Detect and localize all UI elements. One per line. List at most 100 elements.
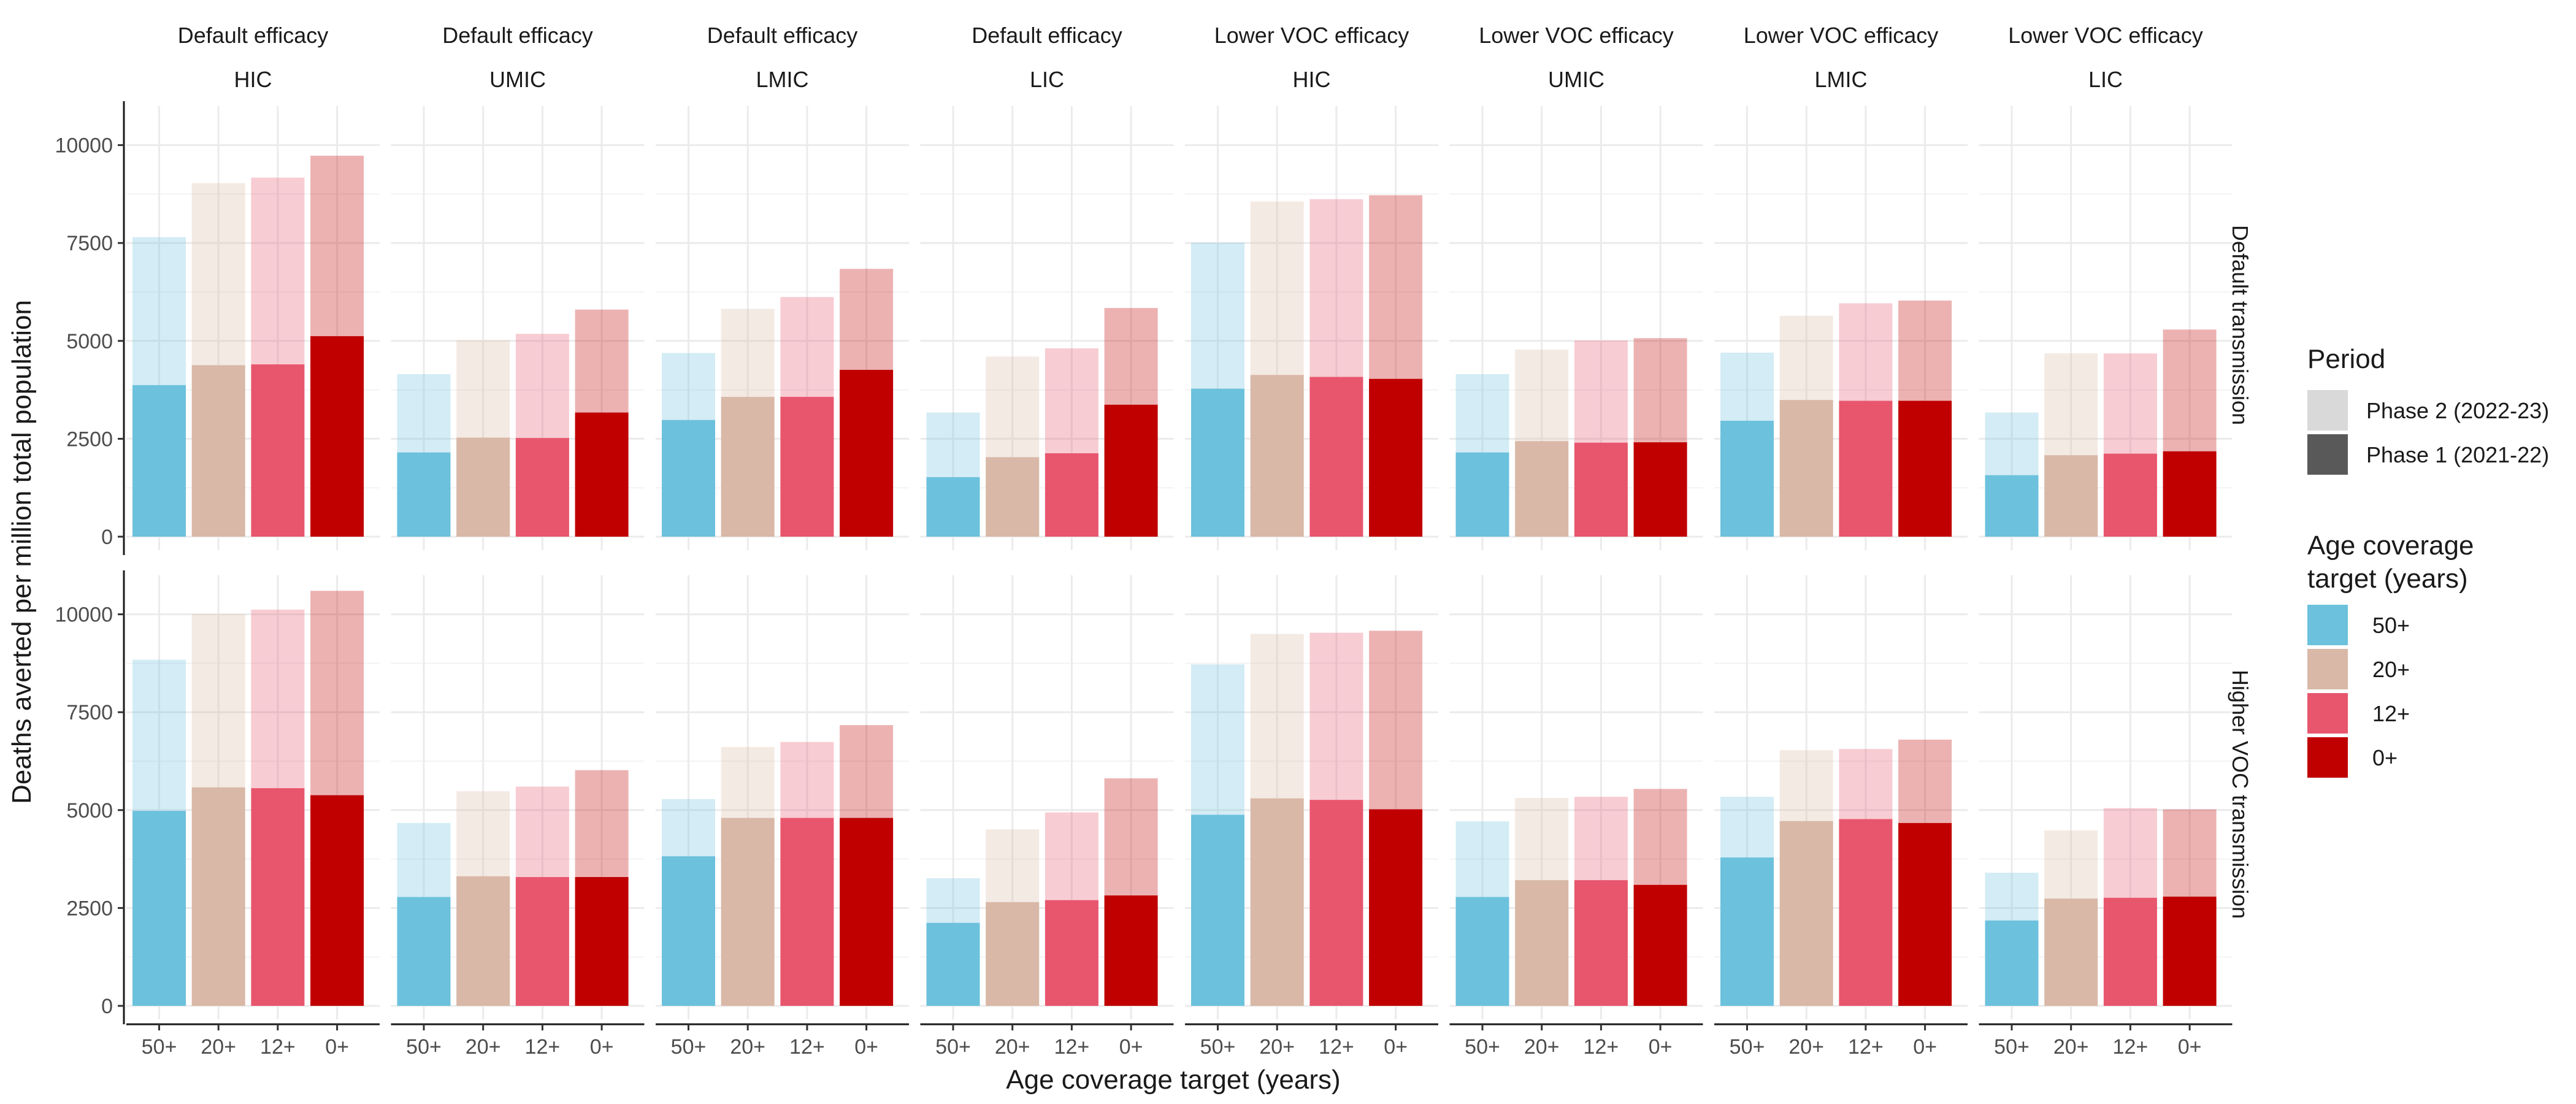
bar-phase1 — [1515, 880, 1569, 1006]
bar-phase1 — [2103, 453, 2157, 537]
facet-panel: 50+ 20+ 12+ 0+ — [656, 575, 909, 1059]
bar-phase1 — [1250, 798, 1304, 1006]
facet-income-label: HIC — [1293, 67, 1331, 92]
bar-phase1 — [662, 420, 715, 537]
bar-phase1 — [1779, 821, 1833, 1006]
bar-phase1 — [1985, 920, 2039, 1006]
bar-phase1 — [1574, 880, 1628, 1006]
bar-phase1 — [1369, 378, 1423, 537]
bar-phase1 — [397, 452, 451, 537]
bar-phase1 — [456, 437, 510, 537]
bar-phase1 — [575, 876, 629, 1006]
bar-phase1 — [780, 397, 834, 537]
bar-phase1 — [840, 818, 894, 1006]
facet-income-label: LMIC — [756, 67, 808, 92]
x-tick-label: 50+ — [1730, 1035, 1765, 1059]
legend-period-label: Phase 2 (2022-23) — [2366, 398, 2549, 423]
bar-phase1 — [1191, 388, 1244, 537]
x-tick-label: 12+ — [1584, 1035, 1619, 1059]
bar-phase1 — [1720, 857, 1774, 1006]
legend-age-label: 50+ — [2372, 613, 2410, 638]
x-tick-label: 0+ — [2178, 1035, 2202, 1059]
legend-age-swatch — [2307, 649, 2348, 689]
y-axis-title: Deaths averted per million total populat… — [7, 300, 37, 804]
x-tick-label: 20+ — [466, 1035, 501, 1059]
x-tick-label: 50+ — [142, 1035, 177, 1059]
facet-panel — [391, 105, 645, 550]
facet-panel — [920, 105, 1174, 550]
bar-phase1 — [1455, 897, 1509, 1006]
bar-phase1 — [1515, 441, 1569, 537]
bar-phase1 — [1633, 442, 1687, 537]
facet-efficacy-label: Default efficacy — [178, 23, 328, 48]
x-tick-label: 12+ — [2113, 1035, 2149, 1059]
bar-phase1 — [1045, 900, 1098, 1006]
x-tick-label: 50+ — [406, 1035, 442, 1059]
legend-period-label: Phase 1 (2021-22) — [2366, 442, 2549, 467]
y-tick-label: 5000 — [66, 330, 113, 353]
bar-phase1 — [515, 438, 569, 537]
facet-efficacy-label: Default efficacy — [442, 23, 592, 48]
legend-age-swatch — [2307, 737, 2348, 778]
bar-phase1 — [721, 818, 775, 1006]
facet-efficacy-label: Lower VOC efficacy — [1214, 23, 1409, 48]
facet-row-label: Higher VOC transmission — [2228, 670, 2253, 919]
x-tick-label: 0+ — [325, 1035, 349, 1059]
facet-panel: 50+ 20+ 12+ 0+ — [391, 575, 645, 1059]
x-tick-label: 0+ — [1384, 1035, 1408, 1059]
facet-income-label: LIC — [2088, 67, 2123, 92]
facet-efficacy-label: Lower VOC efficacy — [1744, 23, 1938, 48]
bar-phase1 — [1309, 377, 1363, 537]
legend-period-swatch — [2307, 390, 2348, 431]
facet-efficacy-label: Default efficacy — [707, 23, 857, 48]
bar-phase1 — [721, 397, 775, 537]
bar-phase1 — [986, 457, 1040, 537]
facet-panel: 50+ 20+ 12+ 0+ — [1714, 575, 1968, 1059]
bar-phase1 — [191, 365, 245, 537]
x-tick-label: 20+ — [1524, 1035, 1560, 1059]
bar-phase1 — [1104, 404, 1158, 537]
x-tick-label: 20+ — [1788, 1035, 1824, 1059]
bar-phase1 — [1985, 475, 2039, 537]
bar-phase1 — [1633, 884, 1687, 1006]
bar-phase1 — [1455, 452, 1509, 537]
bar-phase1 — [926, 922, 980, 1006]
x-axis-title: Age coverage target (years) — [1006, 1065, 1340, 1095]
facet-income-label: HIC — [234, 67, 272, 92]
bar-phase1 — [310, 336, 364, 537]
x-tick-label: 12+ — [789, 1035, 825, 1059]
facet-panel — [1449, 105, 1703, 550]
bar-phase1 — [1898, 822, 1952, 1006]
bar-phase1 — [1191, 815, 1244, 1006]
legend: Period Phase 2 (2022-23) Phase 1 (2021-22)… — [2307, 344, 2549, 778]
y-tick-label: 2500 — [66, 427, 113, 451]
facet-panel: 50+ 20+ 12+ 0+ — [920, 575, 1174, 1059]
bar-phase1 — [1839, 401, 1893, 537]
bar-phase1 — [132, 385, 186, 537]
facet-panel — [1979, 105, 2233, 550]
facet-panel: 50+ 20+ 12+ 0+ — [1979, 575, 2233, 1059]
x-tick-label: 50+ — [671, 1035, 707, 1059]
y-tick-label: 0 — [101, 526, 113, 549]
bar-phase1 — [456, 876, 510, 1006]
bar-phase1 — [1045, 453, 1098, 537]
facet-income-label: UMIC — [1548, 67, 1604, 92]
facet-panel: 50+ 20+ 12+ 0+ — [126, 575, 380, 1059]
bar-phase1 — [2163, 451, 2217, 537]
y-tick-label: 7500 — [66, 701, 113, 724]
legend-age-title: Age coverage — [2307, 531, 2474, 561]
facet-panel: 50+ 20+ 12+ 0+ — [1185, 575, 1438, 1059]
bar-phase1 — [575, 412, 629, 537]
bar-phase1 — [1309, 800, 1363, 1006]
facet-efficacy-label: Lower VOC efficacy — [2008, 23, 2202, 48]
bar-phase1 — [2163, 896, 2217, 1006]
x-tick-label: 50+ — [935, 1035, 971, 1059]
facet-income-label: LIC — [1030, 67, 1064, 92]
bar-phase1 — [132, 811, 186, 1006]
bar-phase1 — [1898, 401, 1952, 537]
y-tick-label: 10000 — [55, 604, 113, 627]
y-tick-label: 2500 — [66, 897, 113, 920]
x-tick-label: 12+ — [260, 1035, 296, 1059]
x-tick-label: 20+ — [730, 1035, 765, 1059]
x-tick-label: 12+ — [1848, 1035, 1884, 1059]
